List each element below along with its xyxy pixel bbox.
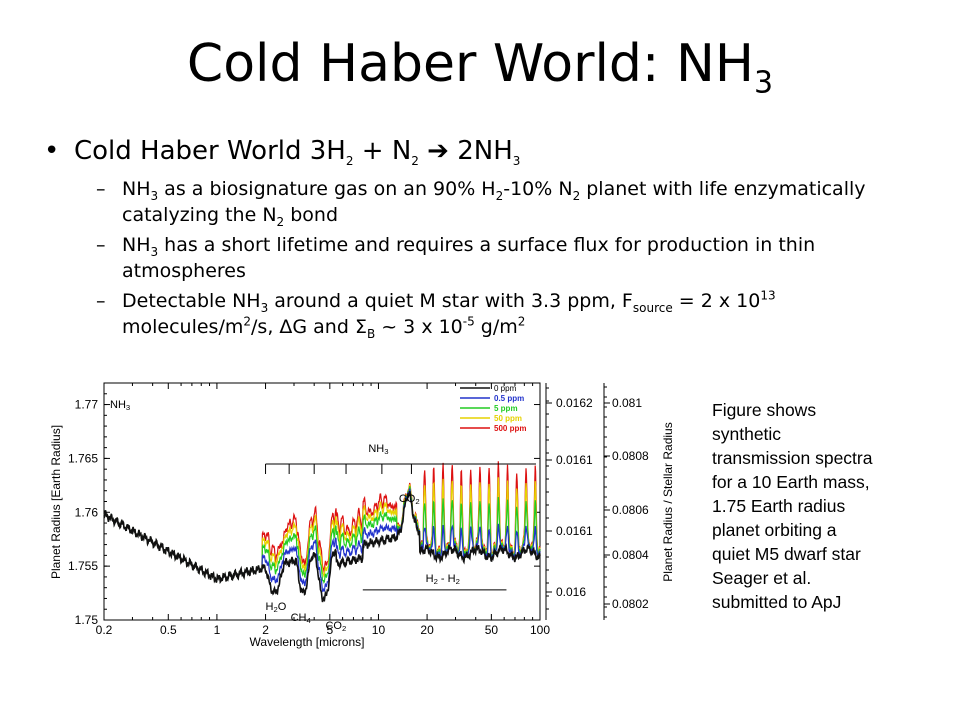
sub-bullet-list: – NH3 as a biosignature gas on an 90% H2-… — [96, 176, 876, 344]
y-tick-label: 1.75 — [75, 613, 99, 627]
ch4-label: CH4 — [291, 612, 312, 625]
y-tick-label: 1.76 — [75, 505, 99, 519]
right-axis-2-label: 0.081 — [612, 396, 642, 410]
main-bullet: • Cold Haber World 3H2 + N2 ➔ 2NH3 — [44, 136, 521, 169]
y-tick-label: 1.77 — [75, 398, 99, 412]
bullet-marker: • — [44, 136, 60, 166]
right-axis-2-label: 0.0808 — [612, 449, 649, 463]
axis-ticks: 0.2 0.5 1 2 5 10 20 50 100 1.75 1.755 1.76 1.765 1.77… — [68, 383, 649, 637]
caption-line: 1.75 Earth radius — [712, 496, 846, 516]
slide-title: Cold Haber World: NH3 — [186, 34, 774, 101]
right-axis-1-label: 0.0162 — [556, 396, 593, 410]
nh3-bracket-label: NH3 — [368, 443, 388, 456]
co2-lower-label: CO2 — [325, 620, 346, 633]
right-axis-2-label: 0.0802 — [612, 597, 649, 611]
x-tick-label: 100 — [530, 623, 550, 637]
x-tick-label: 5 — [326, 623, 333, 637]
right-axis-2-label: 0.0804 — [612, 548, 649, 562]
x-tick-label: 50 — [485, 623, 499, 637]
right-axis-1-label: 0.0161 — [556, 453, 593, 467]
legend-label: 0.5 ppm — [494, 394, 524, 403]
series-group — [103, 461, 541, 603]
right-axis-2-label: 0.0806 — [612, 503, 649, 517]
h2h2-label: H2 - H2 — [426, 573, 460, 586]
legend-label: 50 ppm — [494, 414, 522, 423]
caption-line: submitted to ApJ — [712, 592, 842, 612]
right-axis-1-label: 0.016 — [556, 585, 586, 599]
legend-label: 500 ppm — [494, 424, 526, 433]
x-tick-label: 10 — [372, 623, 386, 637]
caption-line: for a 10 Earth mass, — [712, 472, 870, 492]
sub-bullet-1: – NH3 as a biosignature gas on an 90% H2-… — [96, 178, 866, 229]
corner-nh3-label: NH3 — [110, 399, 130, 412]
y-axis-label: Planet Radius [Earth Radius] — [49, 425, 63, 579]
legend-label: 0 ppm — [494, 384, 517, 393]
caption-line: transmission spectra — [712, 448, 873, 468]
caption-line: Figure shows — [712, 400, 817, 420]
x-tick-label: 0.2 — [96, 623, 113, 637]
x-tick-label: 1 — [214, 623, 221, 637]
y-tick-label: 1.765 — [68, 451, 98, 465]
arrow-icon: ➔ — [418, 136, 458, 166]
x-axis-label: Wavelength [microns] — [250, 635, 365, 649]
caption-line: quiet M5 dwarf star — [712, 544, 861, 564]
annotations: NH3 NH3 CO2 H2O CH4 CO2 H2 - H2 — [110, 399, 541, 634]
spectrum-chart: 0.2 0.5 1 2 5 10 20 50 100 1.75 1.755 1.76 1.765 1.77… — [49, 382, 675, 649]
caption-line: planet orbiting a — [712, 520, 837, 540]
figure-caption: Figure shows synthetic transmission spec… — [712, 398, 922, 614]
sub-bullet-3: – Detectable NH3 around a quiet M star wi… — [96, 288, 776, 341]
h2o-label: H2O — [266, 601, 287, 614]
legend-label: 5 ppm — [494, 404, 518, 413]
series-line-0-ppm — [103, 490, 541, 603]
caption-line: Seager et al. — [712, 568, 812, 588]
x-tick-label: 0.5 — [160, 623, 177, 637]
caption-line: synthetic — [712, 424, 782, 444]
y-tick-label: 1.755 — [68, 559, 98, 573]
sub-bullet-2: – NH3 has a short lifetime and requires a… — [96, 234, 816, 282]
x-tick-label: 2 — [262, 623, 269, 637]
right-y-axis-label: Planet Radius / Stellar Radius — [661, 422, 675, 581]
right-axis-1-label: 0.0161 — [556, 524, 593, 538]
x-tick-label: 20 — [420, 623, 434, 637]
co2-upper-label: CO2 — [399, 493, 420, 506]
